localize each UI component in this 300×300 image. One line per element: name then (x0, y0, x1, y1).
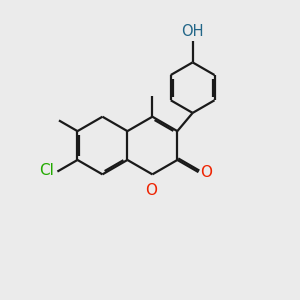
Text: OH: OH (182, 24, 204, 39)
Text: O: O (145, 183, 157, 198)
Text: O: O (200, 165, 212, 180)
Text: Cl: Cl (39, 163, 54, 178)
